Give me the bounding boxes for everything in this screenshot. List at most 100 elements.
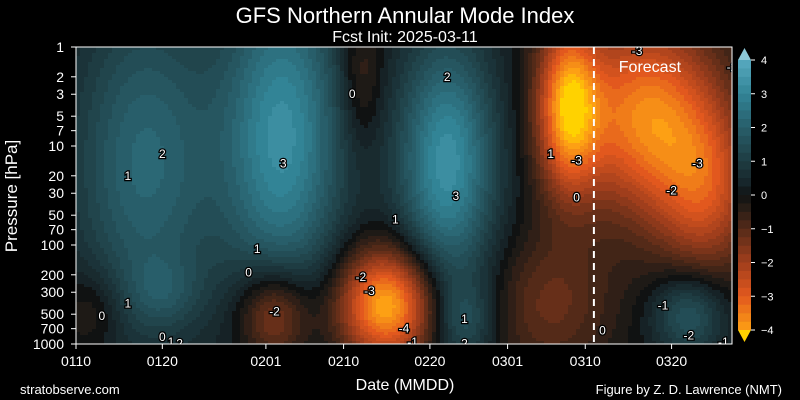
- field-cell: [340, 107, 345, 111]
- field-cell: [100, 50, 105, 54]
- field-cell: [216, 92, 221, 96]
- field-cell: [112, 65, 117, 69]
- field-cell: [708, 113, 713, 117]
- field-cell: [708, 98, 713, 102]
- field-cell: [380, 134, 385, 138]
- field-cell: [172, 65, 177, 69]
- field-cell: [236, 107, 241, 111]
- field-cell: [304, 104, 309, 108]
- field-cell: [244, 137, 249, 141]
- field-cell: [320, 110, 325, 114]
- field-cell: [564, 134, 569, 138]
- field-cell: [140, 128, 145, 132]
- field-cell: [544, 116, 549, 120]
- field-cell: [592, 116, 597, 120]
- field-cell: [264, 65, 269, 69]
- field-cell: [508, 71, 513, 75]
- field-cell: [484, 92, 489, 96]
- field-cell: [632, 80, 637, 84]
- field-cell: [192, 56, 197, 60]
- field-cell: [552, 119, 557, 123]
- field-cell: [228, 128, 233, 132]
- field-cell: [368, 65, 373, 69]
- field-cell: [264, 71, 269, 75]
- field-cell: [232, 134, 237, 138]
- field-cell: [232, 65, 237, 69]
- field-cell: [660, 80, 665, 84]
- field-cell: [80, 92, 85, 96]
- field-cell: [668, 77, 673, 81]
- field-cell: [92, 110, 97, 114]
- field-cell: [588, 98, 593, 102]
- field-cell: [608, 101, 613, 105]
- field-cell: [252, 53, 257, 57]
- field-cell: [712, 86, 717, 90]
- field-cell: [420, 110, 425, 114]
- field-cell: [620, 98, 625, 102]
- field-cell: [272, 101, 277, 105]
- field-cell: [364, 59, 369, 63]
- field-cell: [156, 50, 161, 54]
- field-cell: [384, 110, 389, 114]
- field-cell: [88, 74, 93, 78]
- field-cell: [288, 47, 293, 51]
- field-cell: [156, 80, 161, 84]
- field-cell: [444, 50, 449, 54]
- field-cell: [600, 47, 605, 51]
- field-cell: [524, 89, 529, 93]
- field-cell: [400, 83, 405, 87]
- field-cell: [148, 80, 153, 84]
- field-cell: [252, 68, 257, 72]
- field-cell: [124, 59, 129, 63]
- field-cell: [380, 74, 385, 78]
- field-cell: [284, 74, 289, 78]
- field-cell: [340, 134, 345, 138]
- field-cell: [636, 95, 641, 99]
- field-cell: [268, 56, 273, 60]
- field-cell: [460, 125, 465, 129]
- field-cell: [104, 95, 109, 99]
- field-cell: [168, 92, 173, 96]
- field-cell: [92, 71, 97, 75]
- field-cell: [392, 104, 397, 108]
- field-cell: [352, 53, 357, 57]
- field-cell: [680, 56, 685, 60]
- field-cell: [516, 62, 521, 66]
- field-cell: [548, 113, 553, 117]
- field-cell: [544, 86, 549, 90]
- field-cell: [636, 80, 641, 84]
- field-cell: [512, 113, 517, 117]
- field-cell: [564, 128, 569, 132]
- field-cell: [248, 68, 253, 72]
- field-cell: [168, 80, 173, 84]
- field-cell: [124, 77, 129, 81]
- field-cell: [600, 92, 605, 96]
- field-cell: [596, 53, 601, 57]
- field-cell: [156, 122, 161, 126]
- field-cell: [168, 86, 173, 90]
- field-cell: [80, 128, 85, 132]
- field-cell: [704, 95, 709, 99]
- field-cell: [512, 56, 517, 60]
- field-cell: [684, 86, 689, 90]
- field-cell: [364, 110, 369, 114]
- field-cell: [576, 50, 581, 54]
- field-cell: [356, 107, 361, 111]
- field-cell: [676, 62, 681, 66]
- field-cell: [472, 131, 477, 135]
- field-cell: [424, 65, 429, 69]
- field-cell: [720, 92, 725, 96]
- field-cell: [364, 137, 369, 141]
- field-cell: [628, 80, 633, 84]
- field-cell: [112, 113, 117, 117]
- field-cell: [116, 116, 121, 120]
- field-cell: [176, 131, 181, 135]
- field-cell: [152, 134, 157, 138]
- field-cell: [108, 104, 113, 108]
- field-cell: [612, 56, 617, 60]
- field-cell: [296, 134, 301, 138]
- field-cell: [112, 86, 117, 90]
- field-cell: [520, 65, 525, 69]
- field-cell: [496, 107, 501, 111]
- field-cell: [680, 50, 685, 54]
